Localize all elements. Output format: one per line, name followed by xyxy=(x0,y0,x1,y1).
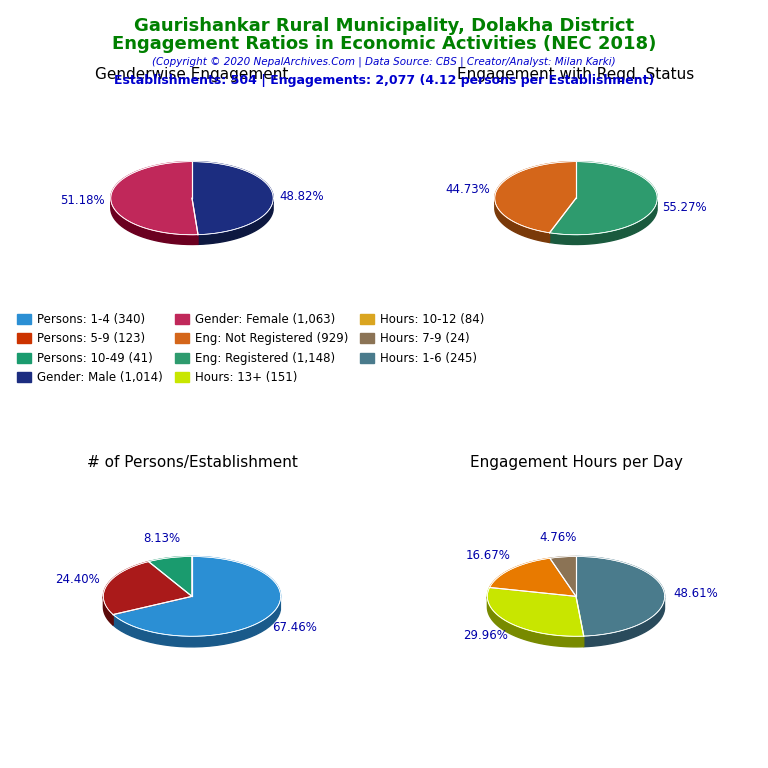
Text: 4.76%: 4.76% xyxy=(539,531,577,544)
Polygon shape xyxy=(111,161,198,235)
Title: Engagement with Regd. Status: Engagement with Regd. Status xyxy=(458,67,694,82)
Text: Gaurishankar Rural Municipality, Dolakha District: Gaurishankar Rural Municipality, Dolakha… xyxy=(134,17,634,35)
Polygon shape xyxy=(490,558,576,597)
Polygon shape xyxy=(550,557,576,597)
Polygon shape xyxy=(488,597,584,647)
Text: 67.46%: 67.46% xyxy=(272,621,316,634)
Text: 55.27%: 55.27% xyxy=(662,200,707,214)
Polygon shape xyxy=(113,557,280,636)
Polygon shape xyxy=(584,598,664,647)
Text: 48.61%: 48.61% xyxy=(673,588,718,601)
Polygon shape xyxy=(550,161,657,235)
Text: 44.73%: 44.73% xyxy=(445,183,490,196)
Text: 8.13%: 8.13% xyxy=(143,532,180,545)
Text: 48.82%: 48.82% xyxy=(280,190,324,203)
Polygon shape xyxy=(104,561,192,614)
Text: Establishments: 504 | Engagements: 2,077 (4.12 persons per Establishment): Establishments: 504 | Engagements: 2,077… xyxy=(114,74,654,88)
Text: Engagement Ratios in Economic Activities (NEC 2018): Engagement Ratios in Economic Activities… xyxy=(112,35,656,53)
Polygon shape xyxy=(104,597,113,625)
Title: Engagement Hours per Day: Engagement Hours per Day xyxy=(469,455,683,470)
Polygon shape xyxy=(550,200,657,244)
Polygon shape xyxy=(192,161,273,235)
Title: # of Persons/Establishment: # of Persons/Establishment xyxy=(87,455,297,470)
Polygon shape xyxy=(495,161,576,233)
Text: (Copyright © 2020 NepalArchives.Com | Data Source: CBS | Creator/Analyst: Milan : (Copyright © 2020 NepalArchives.Com | Da… xyxy=(152,57,616,68)
Polygon shape xyxy=(488,588,584,636)
Polygon shape xyxy=(149,557,192,597)
Text: 24.40%: 24.40% xyxy=(55,573,100,586)
Legend: Persons: 1-4 (340), Persons: 5-9 (123), Persons: 10-49 (41), Gender: Male (1,014: Persons: 1-4 (340), Persons: 5-9 (123), … xyxy=(14,310,488,388)
Text: 16.67%: 16.67% xyxy=(466,549,511,562)
Polygon shape xyxy=(111,198,198,244)
Polygon shape xyxy=(113,599,280,647)
Text: 29.96%: 29.96% xyxy=(463,629,508,642)
Polygon shape xyxy=(198,200,273,244)
Polygon shape xyxy=(495,200,550,243)
Polygon shape xyxy=(576,557,664,636)
Title: Genderwise Engagement: Genderwise Engagement xyxy=(95,67,289,82)
Text: 51.18%: 51.18% xyxy=(60,194,104,207)
